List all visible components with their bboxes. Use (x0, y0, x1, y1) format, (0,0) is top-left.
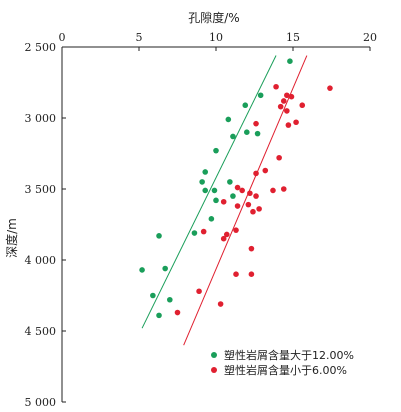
data-point-series-2 (270, 187, 276, 194)
data-point-series-1 (287, 58, 293, 64)
data-point-series-2 (284, 108, 290, 114)
x-tick-label: 20 (363, 31, 377, 44)
y-tick-label: 5 000 (25, 396, 57, 409)
data-point-series-2 (277, 103, 284, 110)
data-point-series-2 (262, 167, 269, 174)
data-point-series-2 (223, 231, 230, 238)
data-point-series-1 (139, 267, 145, 273)
data-point-series-2 (327, 85, 333, 91)
y-tick-label: 4 500 (25, 325, 57, 338)
data-point-series-1 (208, 216, 215, 222)
data-point-series-1 (257, 92, 264, 99)
y-tick-label: 3 000 (25, 112, 57, 125)
y-axis-title: 深度/m (4, 218, 19, 258)
data-point-series-2 (285, 122, 292, 128)
data-point-series-2 (299, 102, 306, 109)
data-point-series-1 (254, 130, 261, 137)
data-point-series-2 (234, 184, 241, 191)
y-tick-label: 2 500 (25, 41, 57, 54)
legend: 塑性岩屑含量大于12.00%塑性岩屑含量小于6.00% (211, 348, 354, 377)
data-point-series-1 (211, 187, 218, 194)
data-point-series-2 (253, 120, 259, 127)
data-point-series-1 (230, 133, 236, 140)
ticks-group: 0 5 10 15 20 2 500 3 000 3 500 4 000 4 500 5 000 (25, 31, 378, 409)
data-point-series-2 (233, 271, 239, 278)
data-point-series-1 (167, 296, 173, 303)
data-point-series-2 (200, 228, 207, 235)
data-point-series-2 (288, 93, 295, 100)
data-point-series-1 (230, 193, 236, 199)
data-point-series-2 (250, 208, 256, 215)
data-point-series-2 (220, 235, 227, 242)
data-point-series-2 (248, 245, 255, 252)
x-tick-label: 0 (59, 31, 66, 44)
legend-label-series-1: 塑性岩屑含量大于12.00% (224, 348, 354, 362)
data-point-series-2 (293, 119, 299, 126)
data-point-series-2 (196, 288, 202, 295)
legend-marker-series-1 (211, 352, 217, 358)
data-point-series-1 (242, 102, 249, 109)
data-point-series-1 (202, 187, 209, 194)
data-point-series-1 (162, 265, 168, 272)
data-point-series-1 (244, 129, 250, 135)
data-point-series-1 (213, 147, 219, 154)
data-point-series-1 (227, 179, 233, 185)
trend-lines-group (141, 55, 308, 346)
data-point-series-1 (202, 169, 209, 175)
data-point-series-2 (253, 193, 259, 199)
data-point-series-2 (234, 203, 241, 209)
data-point-series-2 (220, 198, 227, 205)
data-point-series-2 (247, 190, 253, 197)
data-point-series-2 (280, 98, 287, 104)
data-point-series-1 (225, 116, 232, 123)
data-point-series-2 (233, 227, 239, 233)
data-point-series-2 (273, 83, 279, 90)
x-tick-label: 15 (286, 31, 300, 44)
data-point-series-1 (156, 233, 162, 239)
data-point-series-2 (253, 170, 259, 177)
data-point-series-1 (156, 312, 162, 319)
data-point-series-1 (150, 292, 156, 299)
data-point-series-2 (284, 92, 290, 99)
data-point-series-2 (276, 154, 282, 161)
data-point-series-1 (191, 230, 198, 236)
data-point-series-2 (245, 201, 252, 208)
x-tick-label: 5 (136, 31, 143, 44)
data-point-series-2 (217, 301, 224, 307)
data-points-group (139, 58, 333, 319)
x-tick-label: 10 (209, 31, 223, 44)
data-point-series-2 (280, 186, 287, 192)
legend-label-series-2: 塑性岩屑含量小于6.00% (224, 363, 347, 377)
data-point-series-1 (213, 197, 219, 204)
y-tick-label: 3 500 (25, 183, 57, 196)
data-point-series-2 (256, 206, 262, 212)
legend-marker-series-2 (211, 367, 217, 373)
data-point-series-1 (199, 179, 205, 185)
x-axis-title: 孔隙度/% (188, 10, 239, 25)
trend-line-series-2 (183, 55, 308, 346)
data-point-series-2 (248, 271, 255, 278)
trend-line-series-1 (141, 55, 277, 329)
data-point-series-2 (239, 187, 245, 194)
data-point-series-2 (174, 309, 181, 316)
y-tick-label: 4 000 (25, 254, 57, 267)
